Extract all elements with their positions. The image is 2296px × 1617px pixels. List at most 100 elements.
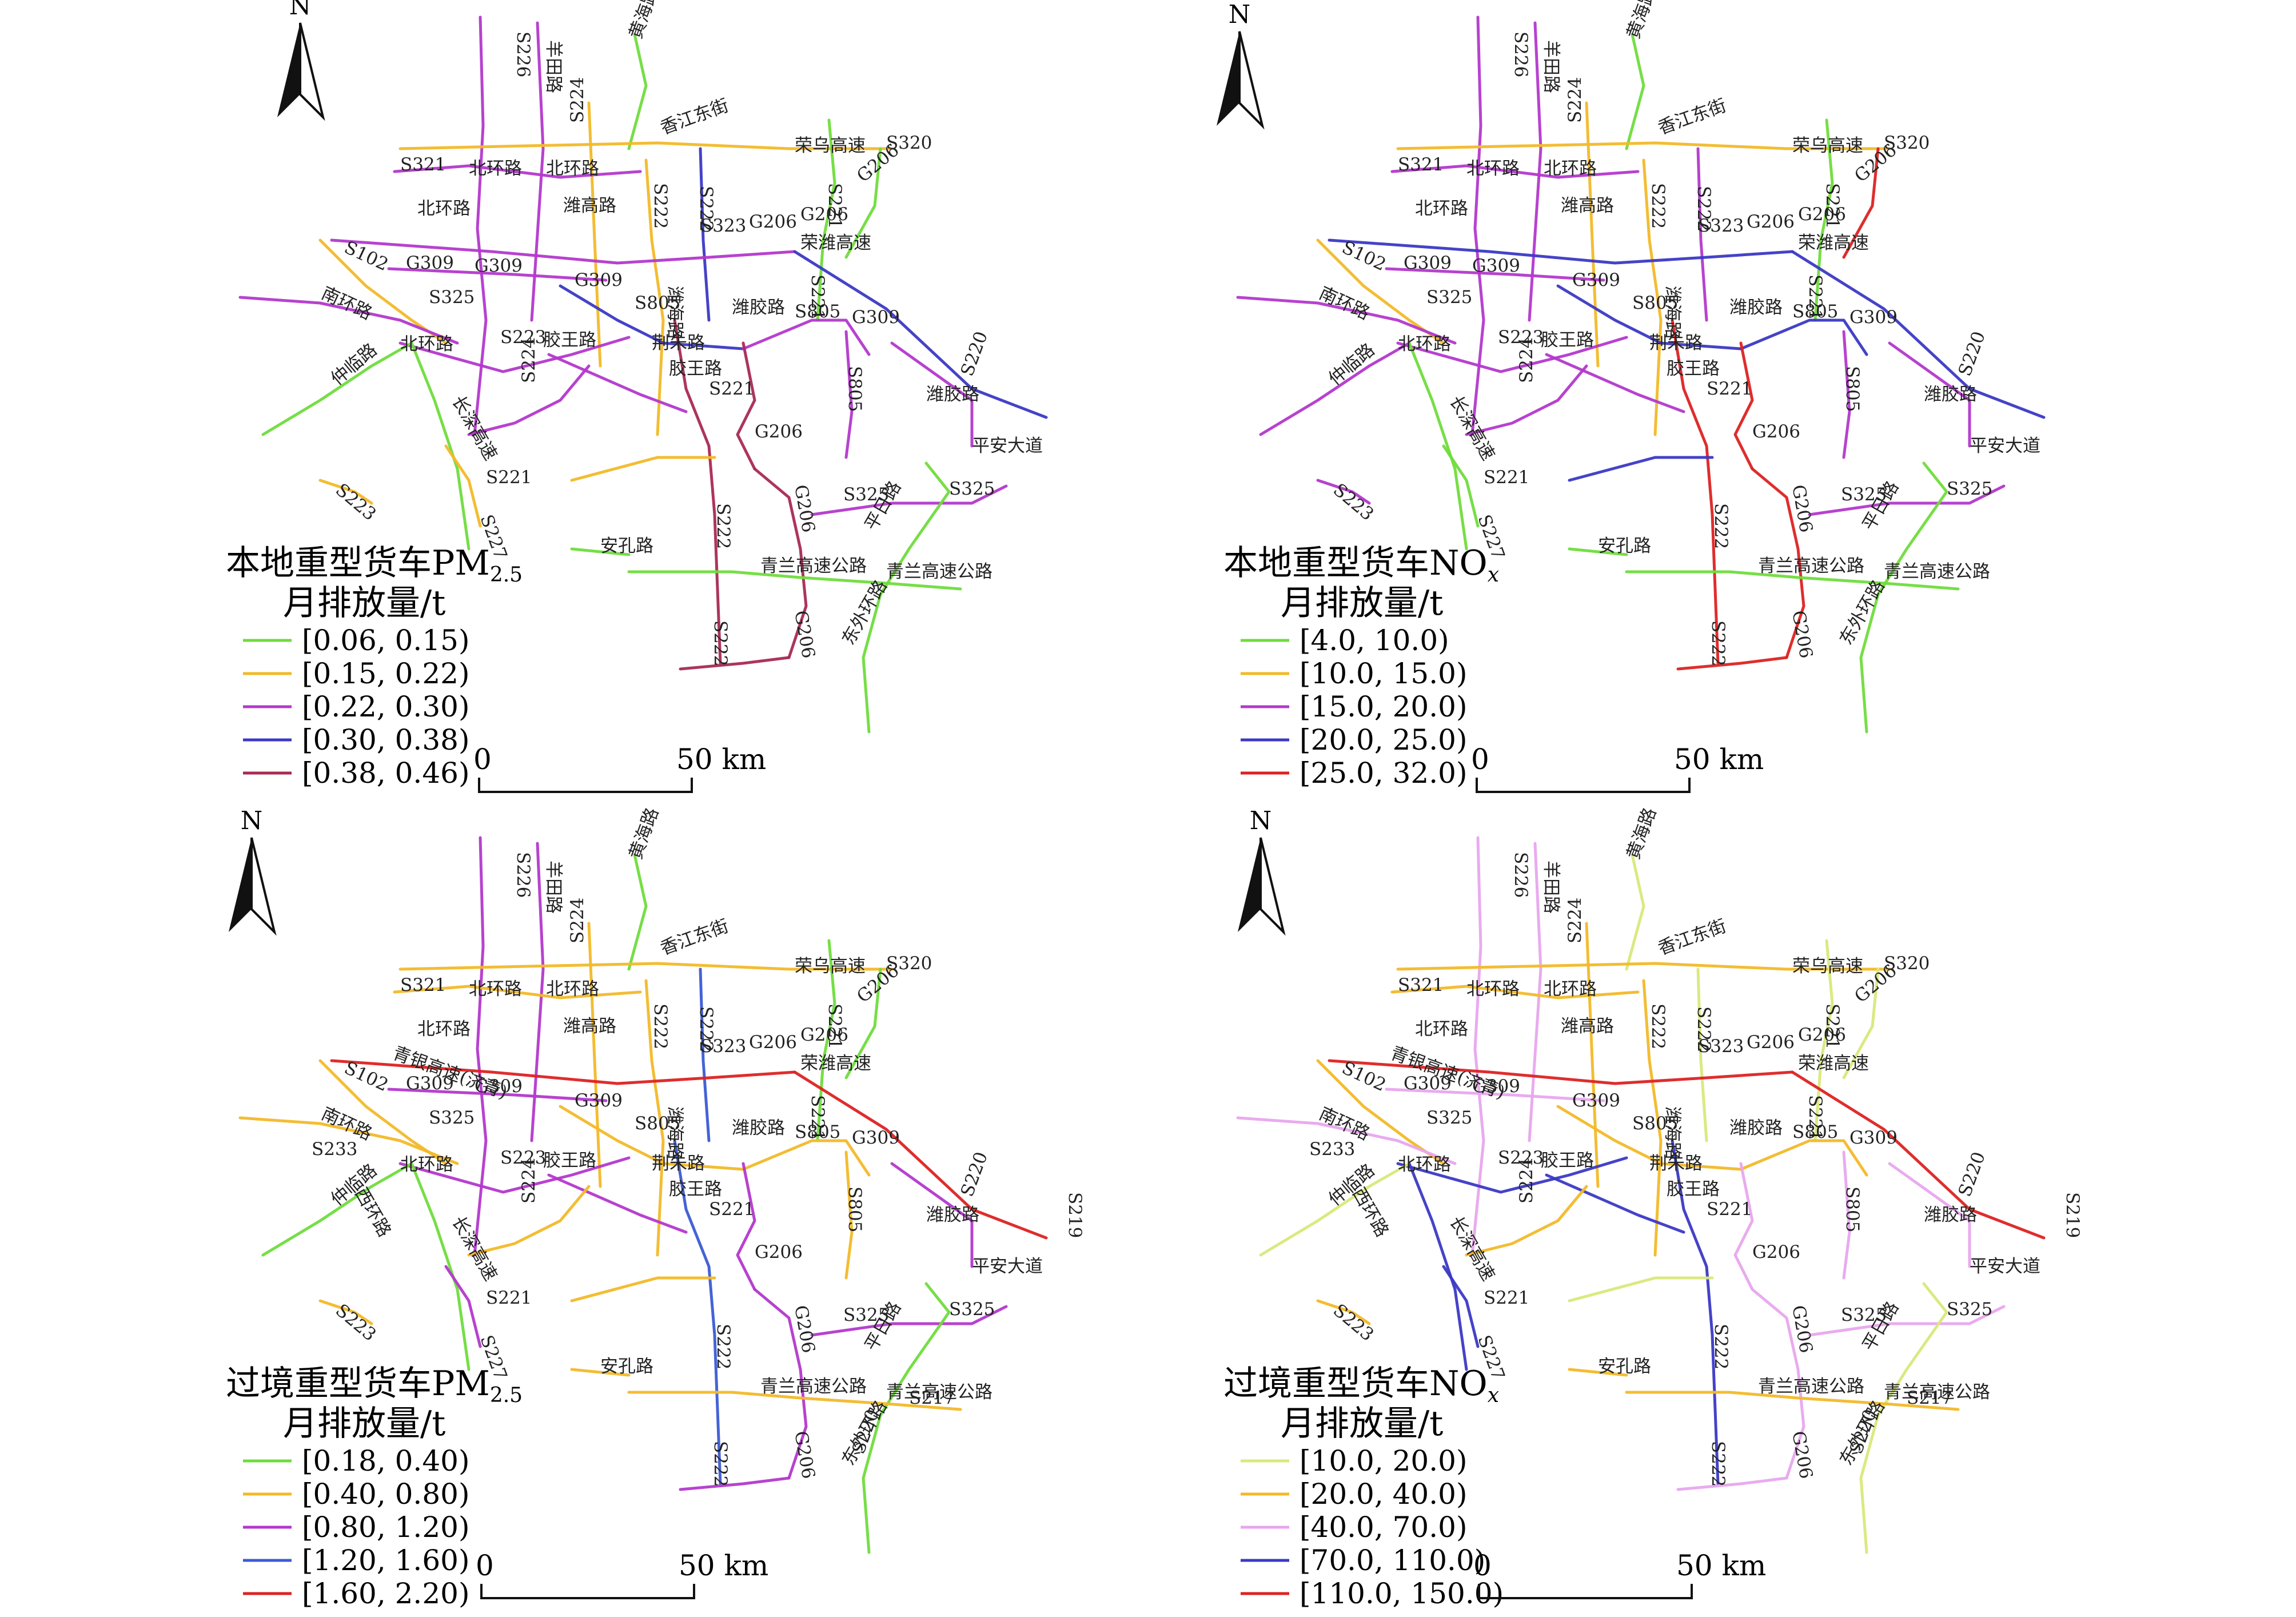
road-label: S220 <box>1955 329 1990 379</box>
road-label: 潍胶路 <box>1924 384 1977 405</box>
road-segment <box>1751 467 1805 659</box>
road-label: 安孔路 <box>1598 1356 1651 1377</box>
road-segment <box>1888 1162 1971 1268</box>
legend-label: [1.60, 2.20) <box>302 1577 469 1610</box>
road-label: S223 <box>1498 327 1544 348</box>
road-label: 青兰高速公路 <box>1758 556 1864 576</box>
road-label: S222 <box>1648 183 1668 229</box>
legend-label: [25.0, 32.0) <box>1300 756 1467 790</box>
road-label: 南环路 <box>1316 283 1373 324</box>
road-label: S325 <box>949 479 995 499</box>
road-label: S217 <box>1907 1388 1952 1408</box>
road-label: S226 <box>1510 852 1531 898</box>
road-label: G309 <box>1849 1128 1898 1148</box>
north-arrow-right <box>250 837 277 936</box>
scale-start: 0 <box>1471 743 1489 776</box>
road-label: G206 <box>790 1429 819 1480</box>
legend-label: [0.30, 0.38) <box>302 723 469 756</box>
road-segment <box>816 118 836 322</box>
road-label: S222 <box>713 1324 734 1369</box>
road-segment <box>793 250 1048 419</box>
road-label: S222 <box>710 620 731 666</box>
road-label: S221 <box>709 1199 755 1220</box>
road-label: 北环路 <box>400 334 453 355</box>
road-segment <box>238 296 459 345</box>
road-label: 潍胶路 <box>1729 297 1783 318</box>
road-label: 北环路 <box>1466 158 1520 179</box>
north-label: N <box>289 0 312 21</box>
north-arrow-left <box>1238 838 1261 932</box>
road-segment <box>398 1156 631 1194</box>
road-label: S325 <box>843 484 889 505</box>
scale-bar: 0 50 km <box>473 743 766 793</box>
scale-bar-line <box>1476 778 1691 793</box>
legend-item: [40.0, 70.0) <box>1241 1511 1467 1544</box>
road-segment <box>1808 484 2006 516</box>
road-label: S222 <box>650 183 671 229</box>
legend-item: [0.80, 1.20) <box>243 1511 469 1544</box>
north-label: N <box>1250 806 1272 835</box>
legend: [10.0, 20.0)[20.0, 40.0)[40.0, 70.0)[70.… <box>1241 1444 1504 1610</box>
road-segment <box>1625 33 1645 150</box>
road-label: S325 <box>429 1108 475 1128</box>
road-segment <box>627 853 648 971</box>
road-segment <box>318 479 373 505</box>
scale-bar-line <box>480 1584 695 1599</box>
north-arrow-right <box>299 22 325 121</box>
road-label: G206 <box>790 609 819 660</box>
road-label: 荣乌高速 <box>795 136 866 156</box>
road-label: S221 <box>824 1003 845 1049</box>
road-segment <box>1442 444 1480 528</box>
legend-label: [40.0, 70.0) <box>1300 1511 1467 1544</box>
north-arrow-left <box>1217 31 1239 126</box>
road-label: S805 <box>635 1113 680 1134</box>
road-label: G206 <box>749 212 797 232</box>
road-label: S323 <box>700 1036 746 1057</box>
road-label: G206 <box>800 1025 848 1045</box>
road-segment <box>679 656 791 671</box>
road-label: 北环路 <box>546 979 599 999</box>
scale-bar: 0 50 km <box>476 1549 768 1599</box>
legend-item: [0.18, 0.40) <box>243 1444 469 1477</box>
road-segment <box>1259 1162 1411 1257</box>
legend-item: [1.20, 1.60) <box>243 1544 469 1577</box>
legend-item: [15.0, 20.0) <box>1241 690 1467 723</box>
road-segment <box>753 1288 808 1480</box>
road-label: S223 <box>332 1300 380 1345</box>
road-segment <box>473 15 488 436</box>
road-label: S222 <box>1708 1441 1728 1487</box>
road-label: S219 <box>2062 1192 2083 1238</box>
road-label: 香江东街 <box>657 915 731 959</box>
road-segment <box>673 1139 722 1485</box>
road-segment <box>1568 1276 1714 1303</box>
road-label: S220 <box>957 1149 992 1200</box>
road-segment <box>1528 842 1542 1142</box>
road-segment <box>473 836 488 1257</box>
road-label: 潍高路 <box>563 1016 616 1037</box>
road-label: 北环路 <box>1466 979 1520 999</box>
road-label: 荣乌高速 <box>795 956 866 977</box>
road-segment <box>570 456 716 482</box>
road-label: 羊田路 <box>1541 40 1561 93</box>
road-segment <box>1859 1413 1880 1554</box>
road-segment <box>393 164 642 179</box>
road-label: S224 <box>1516 1158 1537 1204</box>
road-label: G206 <box>755 421 803 442</box>
road-label: 北环路 <box>417 1019 471 1040</box>
road-segment <box>1888 341 1971 448</box>
road-label: 香江东街 <box>1655 915 1729 959</box>
road-label: G206 <box>1788 609 1816 660</box>
road-label: 南环路 <box>318 283 376 324</box>
road-label: 胶王路 <box>1667 1179 1720 1200</box>
road-label: S221 <box>709 379 755 399</box>
road-label: 荣潍高速 <box>800 233 871 253</box>
road-label: S221 <box>1822 1003 1843 1049</box>
road-label: 黄海路 <box>1623 0 1661 42</box>
road-label: S222 <box>1693 186 1714 232</box>
road-label: 黄海路 <box>1623 805 1661 862</box>
legend-item: [0.06, 0.15) <box>243 624 469 657</box>
road-segment <box>1396 962 1891 971</box>
north-label: N <box>241 806 263 835</box>
